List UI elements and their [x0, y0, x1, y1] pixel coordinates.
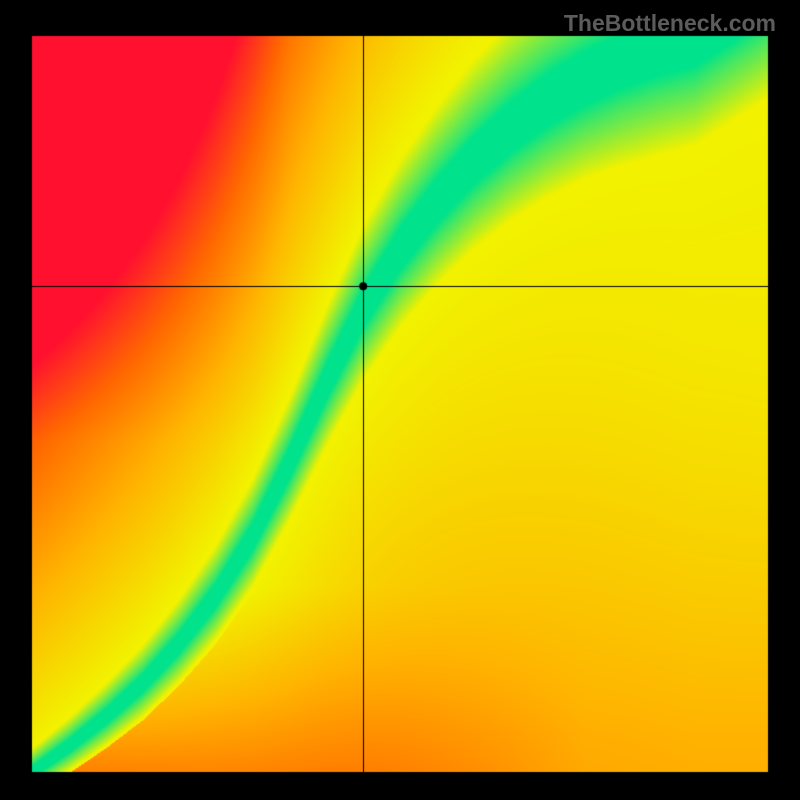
watermark-text: TheBottleneck.com: [564, 10, 776, 37]
bottleneck-heatmap: [0, 0, 800, 800]
chart-container: TheBottleneck.com: [0, 0, 800, 800]
